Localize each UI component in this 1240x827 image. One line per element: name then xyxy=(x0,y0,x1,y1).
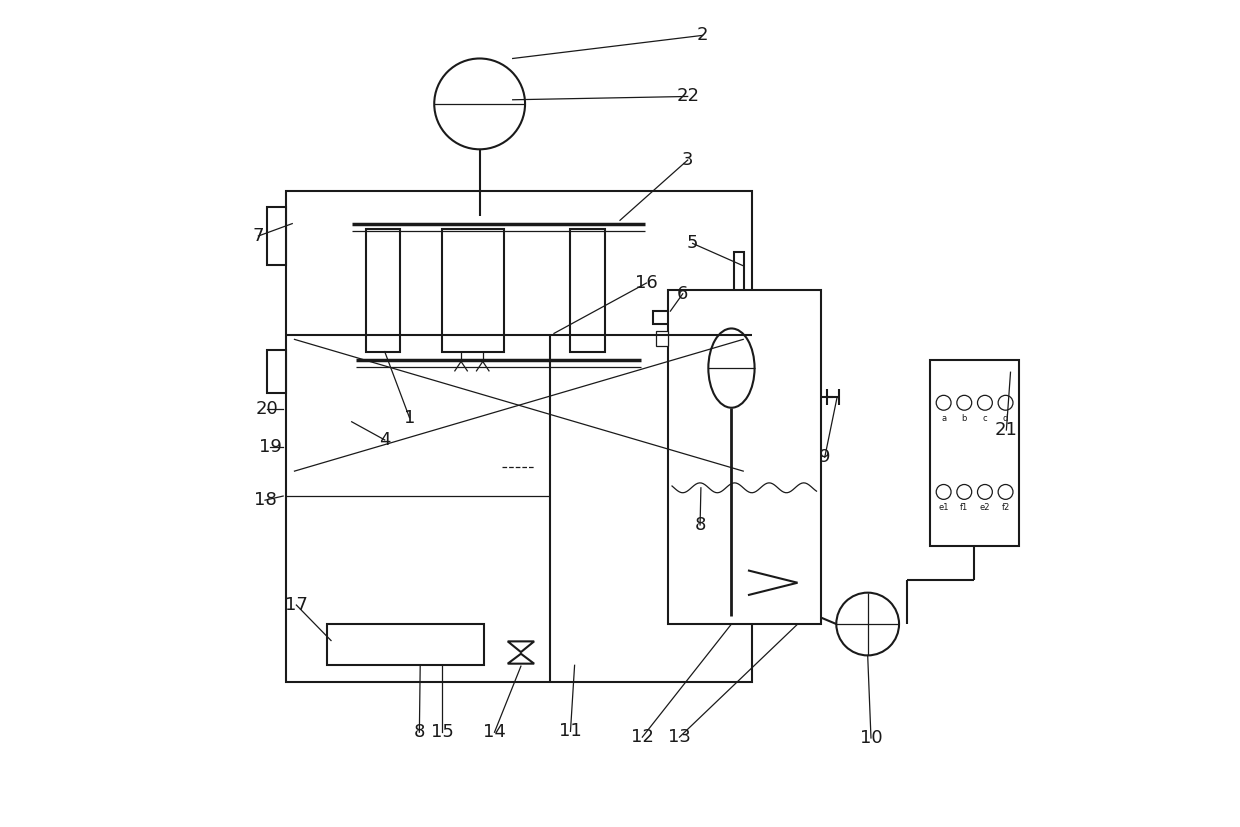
Bar xyxy=(653,311,688,324)
Circle shape xyxy=(936,395,951,410)
Text: 17: 17 xyxy=(285,596,308,614)
Text: f1: f1 xyxy=(960,503,968,512)
Circle shape xyxy=(998,485,1013,500)
Text: 8: 8 xyxy=(414,723,425,741)
Text: 19: 19 xyxy=(258,437,281,456)
Bar xyxy=(268,207,285,265)
Bar xyxy=(570,229,605,351)
Bar xyxy=(668,289,821,624)
Text: 10: 10 xyxy=(859,729,883,747)
Bar xyxy=(327,624,484,665)
Text: 15: 15 xyxy=(432,723,454,741)
Text: 9: 9 xyxy=(818,448,831,466)
Circle shape xyxy=(434,59,525,150)
Bar xyxy=(930,360,1019,546)
Text: 7: 7 xyxy=(253,227,264,245)
Text: 2: 2 xyxy=(697,26,708,45)
Text: 4: 4 xyxy=(379,431,391,449)
Bar xyxy=(366,229,401,351)
Text: 12: 12 xyxy=(631,728,653,746)
Text: 5: 5 xyxy=(687,234,698,252)
Circle shape xyxy=(977,395,992,410)
Text: 1: 1 xyxy=(404,409,415,427)
Bar xyxy=(443,229,505,351)
Circle shape xyxy=(977,485,992,500)
Text: f2: f2 xyxy=(1002,503,1009,512)
Text: 18: 18 xyxy=(254,491,277,509)
Text: 11: 11 xyxy=(559,722,582,740)
Text: 22: 22 xyxy=(676,88,699,106)
Text: c: c xyxy=(982,414,987,423)
Circle shape xyxy=(957,485,972,500)
Bar xyxy=(268,350,285,393)
Bar xyxy=(656,331,668,346)
Text: e1: e1 xyxy=(939,503,949,512)
Text: d: d xyxy=(1003,414,1008,423)
Text: 21: 21 xyxy=(994,421,1018,439)
Ellipse shape xyxy=(708,328,755,408)
Text: 14: 14 xyxy=(484,723,506,741)
Circle shape xyxy=(957,395,972,410)
Text: 13: 13 xyxy=(668,728,691,746)
Polygon shape xyxy=(507,654,534,663)
Text: e2: e2 xyxy=(980,503,991,512)
Text: 8: 8 xyxy=(694,516,706,534)
Text: a: a xyxy=(941,414,946,423)
Polygon shape xyxy=(507,642,534,653)
Text: 16: 16 xyxy=(635,274,657,292)
Text: b: b xyxy=(961,414,967,423)
Circle shape xyxy=(936,485,951,500)
Bar xyxy=(285,190,753,681)
Bar xyxy=(734,251,744,299)
Circle shape xyxy=(998,395,1013,410)
Text: 6: 6 xyxy=(677,284,688,303)
Text: 20: 20 xyxy=(257,400,279,418)
Circle shape xyxy=(836,593,899,656)
Text: 3: 3 xyxy=(682,151,693,169)
